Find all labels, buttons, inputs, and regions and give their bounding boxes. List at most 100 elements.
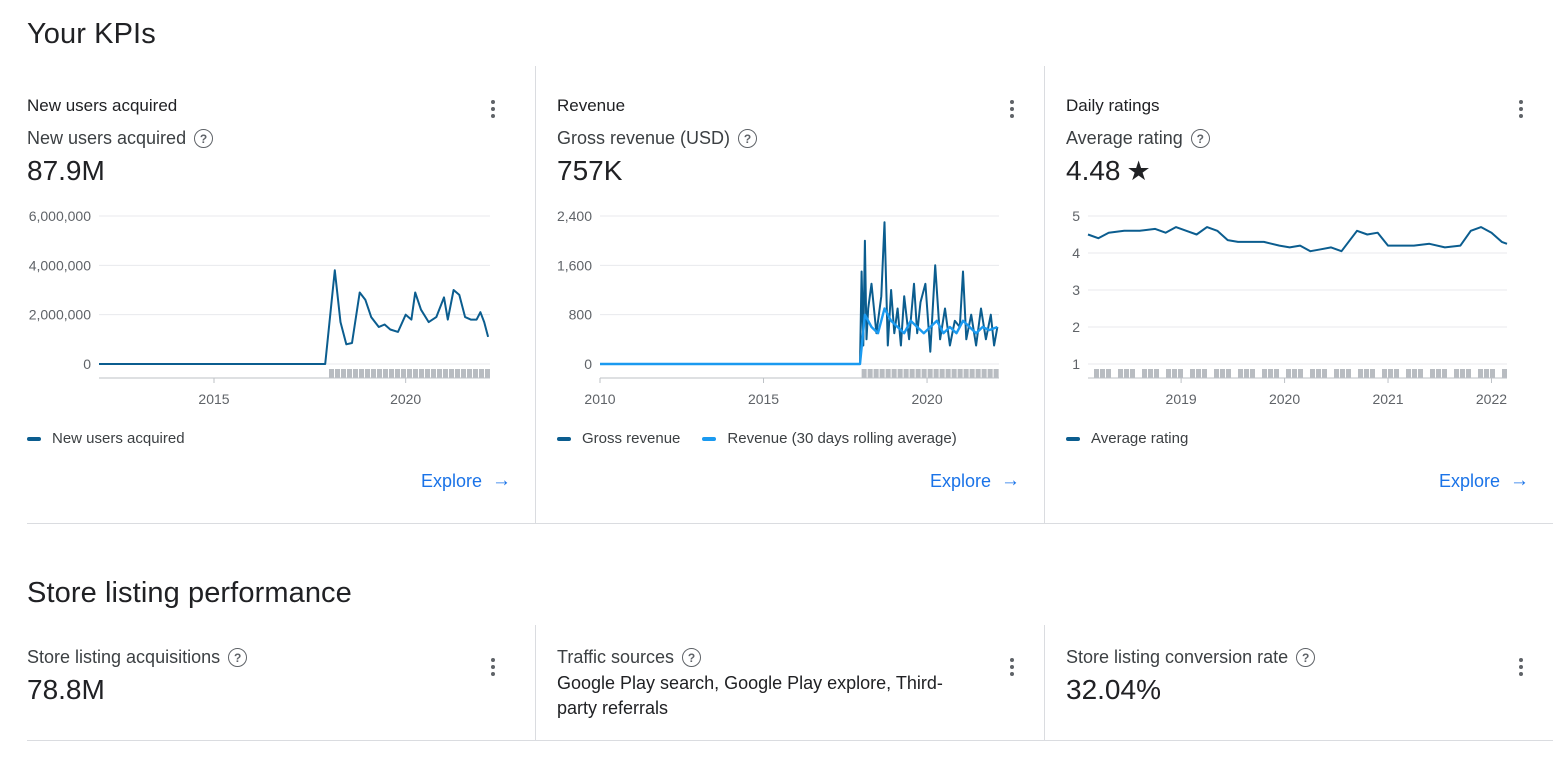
data-strip-cell (1466, 369, 1471, 378)
data-strip-cell (1484, 369, 1489, 378)
metric-label-text: Average rating (1066, 128, 1183, 148)
data-strip-cell (437, 369, 442, 378)
data-strip-cell (1130, 369, 1135, 378)
y-tick-label: 1 (1072, 356, 1080, 372)
x-tick-label: 2021 (1372, 391, 1403, 407)
data-strip-cell (1142, 369, 1147, 378)
metric-value: 32.04% (1066, 674, 1161, 705)
data-strip-cell (1454, 369, 1459, 378)
y-tick-label: 4 (1072, 245, 1080, 261)
more-vert-icon[interactable] (1002, 657, 1022, 677)
data-strip-cell (389, 369, 394, 378)
legend-item: Gross revenue (557, 430, 680, 447)
data-strip-cell (1412, 369, 1417, 378)
data-strip-cell (1100, 369, 1105, 378)
data-strip-cell (431, 369, 436, 378)
data-strip-cell (359, 369, 364, 378)
data-strip-cell (1394, 369, 1399, 378)
data-strip-cell (1202, 369, 1207, 378)
data-strip-cell (1478, 369, 1483, 378)
data-strip-cell (1274, 369, 1279, 378)
data-strip-cell (957, 369, 963, 378)
x-tick-label: 2020 (911, 391, 942, 407)
data-strip-cell (1364, 369, 1369, 378)
data-strip-cell (395, 369, 400, 378)
help-circle-icon[interactable]: ? (1190, 129, 1210, 148)
data-strip-cell (1334, 369, 1339, 378)
data-strip-cell (1382, 369, 1387, 378)
card-header: Revenue (557, 96, 626, 115)
data-strip-cell (1430, 369, 1435, 378)
data-strip-cell (449, 369, 454, 378)
data-strip-cell (419, 369, 424, 378)
metric-label: New users acquired ? (27, 128, 214, 149)
y-tick-label: 0 (584, 356, 592, 372)
data-strip-cell (1124, 369, 1129, 378)
ratings-chart: 1 2 3 4 5 2019 2020 2021 2022 (1072, 208, 1508, 407)
data-strip-cell (909, 369, 915, 378)
more-vert-icon[interactable] (1511, 657, 1531, 677)
more-vert-icon[interactable] (483, 657, 503, 677)
data-strip-cell (1502, 369, 1507, 378)
new-users-chart: 0 2,000,000 4,000,000 6,000,000 2015 2020 (29, 208, 490, 407)
explore-link[interactable]: Explore → (1439, 470, 1529, 492)
metric-value: 4.48 ★ (1066, 155, 1151, 187)
help-circle-icon[interactable]: ? (738, 129, 758, 148)
help-circle-icon[interactable]: ? (682, 648, 702, 667)
data-strip-cell (1148, 369, 1153, 378)
data-strip-cell (897, 369, 903, 378)
data-strip-cell (1226, 369, 1231, 378)
legend-swatch (557, 436, 571, 441)
store-card-acquisitions: Store listing acquisitions ? 78.8M (27, 625, 535, 741)
data-strip-cell (473, 369, 478, 378)
data-strip-cell (407, 369, 412, 378)
store-card-traffic-sources: Traffic sources ? Google Play search, Go… (535, 625, 1044, 741)
y-tick-label: 0 (83, 356, 91, 372)
explore-link[interactable]: Explore → (930, 470, 1020, 492)
data-strip-cell (335, 369, 340, 378)
data-strip-cell (1316, 369, 1321, 378)
data-strip-cell (861, 369, 867, 378)
metric-label-text: Store listing acquisitions (27, 647, 221, 667)
help-circle-icon[interactable]: ? (194, 129, 214, 148)
metric-label: Store listing conversion rate ? (1066, 647, 1316, 668)
chart-legend: New users acquired (27, 430, 185, 447)
metric-value: 78.8M (27, 674, 105, 705)
metric-value-text: 4.48 (1066, 155, 1121, 186)
data-strip-cell (353, 369, 358, 378)
legend-label: New users acquired (52, 430, 185, 447)
y-tick-label: 4,000,000 (29, 257, 91, 273)
data-strip-cell (401, 369, 406, 378)
help-circle-icon[interactable]: ? (1296, 648, 1316, 667)
data-strip-cell (945, 369, 951, 378)
help-circle-icon[interactable]: ? (228, 648, 248, 667)
arrow-right-icon: → (1001, 470, 1021, 491)
data-strip-cell (1406, 369, 1411, 378)
data-strip-cell (963, 369, 969, 378)
data-strip-cell (479, 369, 484, 378)
more-vert-icon[interactable] (483, 99, 503, 119)
data-strip-cell (1172, 369, 1177, 378)
explore-label: Explore (1439, 470, 1501, 491)
explore-link[interactable]: Explore → (421, 470, 511, 492)
chart-legend: Average rating (1066, 430, 1188, 447)
data-strip-cell (1196, 369, 1201, 378)
data-strip-cell (939, 369, 945, 378)
arrow-right-icon: → (492, 470, 512, 491)
card-header: Daily ratings (1066, 96, 1160, 115)
more-vert-icon[interactable] (1511, 99, 1531, 119)
y-tick-label: 3 (1072, 282, 1080, 298)
metric-value: 757K (557, 155, 623, 186)
data-strip-cell (455, 369, 460, 378)
data-strip-cell (1178, 369, 1183, 378)
more-vert-icon[interactable] (1002, 99, 1022, 119)
data-strip-cell (1286, 369, 1291, 378)
data-strip-cell (975, 369, 981, 378)
y-tick-label: 5 (1072, 208, 1080, 224)
data-strip-cell (1358, 369, 1363, 378)
legend-swatch (27, 436, 41, 441)
data-strip-cell (383, 369, 388, 378)
data-strip-cell (1118, 369, 1123, 378)
data-strip-cell (969, 369, 975, 378)
traffic-sources-value: Google Play search, Google Play explore,… (557, 673, 943, 718)
